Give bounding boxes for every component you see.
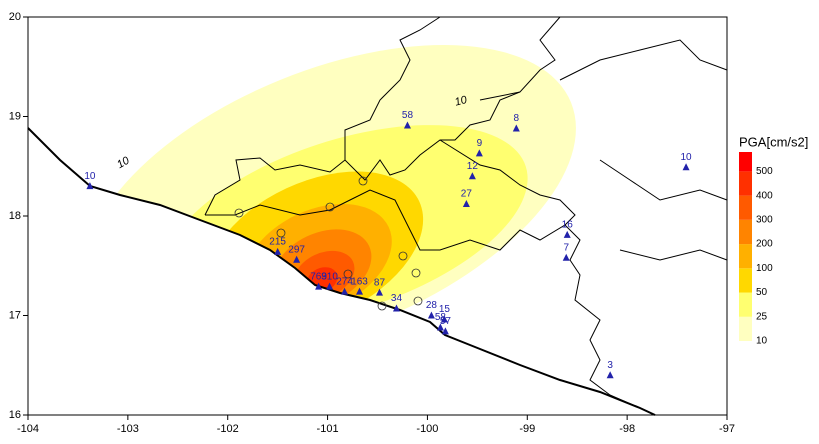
y-tick-label: 16 [9,409,21,421]
station-marker [293,255,301,263]
station-marker [341,287,349,295]
y-tick-label: 17 [9,309,21,321]
station-label: 28 [426,300,438,311]
station-marker [475,149,483,157]
station-marker [562,253,570,261]
station-label: 87 [374,277,386,288]
colorbar-swatch [739,152,752,172]
x-tick-label: -99 [519,423,535,435]
station-label: 10 [680,152,692,163]
station-marker [441,327,449,335]
station-label: 297 [288,244,305,255]
colorbar-label: 500 [756,166,773,177]
colorbar-label: 25 [756,311,768,322]
station-marker [427,311,435,319]
y-tick-label: 20 [9,11,21,23]
x-tick-label: -102 [217,423,239,435]
station-label: 8 [514,113,520,124]
colorbar-label: 50 [756,287,768,298]
station-label: 769 [310,271,327,282]
state-borders [204,16,728,409]
station-marker [606,371,614,379]
x-tick-label: -97 [719,423,735,435]
station-label: 163 [351,276,368,287]
station-label: 16 [562,220,574,231]
colorbar-swatch [739,195,752,220]
station-label: 34 [391,293,403,304]
station-label: 58 [435,312,447,323]
x-tick-label: -98 [619,423,635,435]
station-label: 10 [84,171,96,182]
colorbar-label: 10 [756,336,768,347]
y-tick-label: 18 [9,210,21,222]
x-tick-label: -101 [317,423,339,435]
station-label: 9 [477,138,483,149]
station-marker [403,121,411,129]
station-marker [356,287,364,295]
station-marker [274,247,282,255]
station-label: 27 [461,189,473,200]
station-label: 15 [439,304,451,315]
colorbar-swatch [739,316,752,341]
station-label: 7 [563,242,569,253]
colorbar-swatch [739,292,752,317]
colorbar-title: PGA[cm/s2] [739,134,808,149]
station-label: 215 [269,236,286,247]
colorbar-label: 200 [756,239,773,250]
station-marker [86,182,94,190]
unlabeled-stations [234,176,423,311]
x-tick-label: -104 [17,423,39,435]
coastline [27,127,656,416]
colorbar-swatch [739,268,752,293]
station-marker [440,315,448,323]
station-marker [468,172,476,180]
station-label: 3 [607,360,613,371]
station-marker [315,282,323,290]
station-marker [563,230,571,238]
station-marker [462,200,470,208]
station-marker [326,282,334,290]
y-tick-label: 19 [9,110,21,122]
station-marker [512,124,520,132]
colorbar-swatch [739,171,752,196]
station-marker [375,288,383,296]
station-marker [392,304,400,312]
station-label: 57 [440,316,452,327]
colorbar-swatch [739,244,752,269]
station-label: 310 [321,271,338,282]
station-label: 274 [336,276,353,287]
colorbar-label: 400 [756,190,773,201]
station-label: 12 [467,161,479,172]
station-marker [436,323,444,331]
colorbar-swatch [739,219,752,245]
contour-label: 10 [453,94,469,109]
station-label: 58 [402,110,414,121]
colorbar-label: 100 [756,263,773,274]
x-tick-label: -103 [117,423,139,435]
station-marker [682,163,690,171]
x-tick-label: -100 [416,423,438,435]
colorbar-label: 300 [756,214,773,225]
